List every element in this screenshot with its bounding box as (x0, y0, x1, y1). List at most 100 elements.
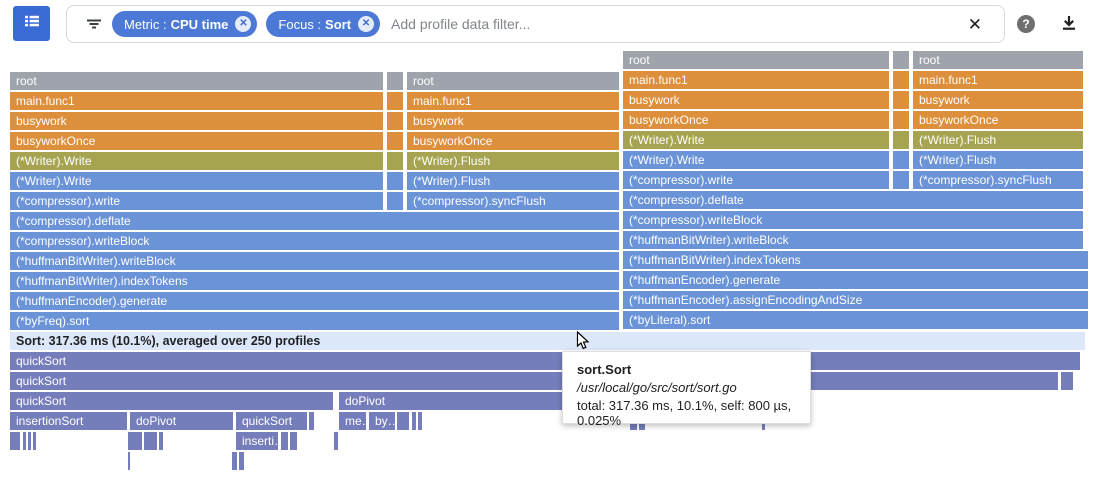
flame-cell[interactable]: insertionSort (10, 412, 127, 430)
flame-cell[interactable]: busyworkOnce (913, 111, 1083, 129)
view-list-icon (23, 12, 41, 35)
filter-chip-focus[interactable]: Focus : Sort ✕ (266, 11, 381, 37)
flame-cell[interactable] (128, 432, 142, 450)
flame-cell[interactable]: (*huffmanBitWriter).writeBlock (623, 231, 1083, 249)
chip-remove-icon[interactable]: ✕ (235, 16, 252, 32)
flame-cell[interactable] (412, 412, 416, 430)
flame-cell[interactable]: (*compressor).write (623, 171, 889, 189)
flame-cell[interactable]: doPivot (130, 412, 233, 430)
flame-cell[interactable]: (*Writer).Write (10, 172, 383, 190)
flame-cell[interactable] (144, 432, 157, 450)
flame-cell[interactable] (387, 192, 403, 210)
flame-cell[interactable] (159, 432, 163, 450)
flame-cell[interactable] (418, 412, 422, 430)
flame-cell[interactable] (893, 71, 909, 89)
flame-cell[interactable]: root (913, 51, 1083, 69)
flame-cell[interactable]: busywork (913, 91, 1083, 109)
flame-cell[interactable]: (*compressor).deflate (10, 212, 619, 230)
flame-cell[interactable]: (*compressor).syncFlush (407, 192, 619, 210)
flame-cell[interactable] (239, 452, 244, 470)
flame-cell[interactable]: quickSort (10, 392, 333, 410)
flame-cell[interactable] (893, 91, 909, 109)
flame-cell[interactable] (309, 412, 314, 430)
flame-cell[interactable]: (*huffmanBitWriter).indexTokens (623, 251, 1088, 269)
flame-cell[interactable] (387, 72, 403, 90)
flame-cell[interactable] (334, 432, 338, 450)
flame-cell[interactable]: root (10, 72, 383, 90)
flame-cell[interactable]: (*Writer).Flush (407, 172, 619, 190)
flame-cell[interactable]: (*Writer).Write (623, 151, 889, 169)
flame-cell[interactable]: (*byFreq).sort (10, 312, 619, 330)
flame-cell[interactable]: quickSort (10, 372, 1058, 390)
flame-cell[interactable]: by… (369, 412, 395, 430)
filter-chip-metric[interactable]: Metric : CPU time ✕ (112, 11, 258, 37)
flame-cell[interactable]: (*compressor).syncFlush (913, 171, 1083, 189)
flame-cell[interactable]: quickSort (236, 412, 307, 430)
clear-filters-icon[interactable]: ✕ (967, 14, 982, 34)
flame-cell[interactable] (397, 412, 409, 430)
flame-cell[interactable]: (*compressor).writeBlock (623, 211, 1083, 229)
flame-cell[interactable] (28, 432, 31, 450)
filter-input-placeholder[interactable]: Add profile data filter... (391, 16, 531, 32)
flame-cell[interactable]: (*huffmanEncoder).generate (623, 271, 1088, 289)
flame-cell[interactable]: (*Writer).Write (623, 131, 889, 149)
filter-bar[interactable]: Metric : CPU time ✕ Focus : Sort ✕ Add p… (66, 5, 1005, 43)
chip-value: Sort (325, 16, 352, 32)
flame-cell[interactable]: (*Writer).Flush (407, 152, 619, 170)
flame-cell[interactable] (128, 452, 130, 470)
flame-cell[interactable] (893, 151, 909, 169)
flame-cell[interactable] (290, 432, 297, 450)
flame-cell[interactable]: root (407, 72, 619, 90)
flame-cell[interactable]: (*compressor).deflate (623, 191, 1083, 209)
flame-cell[interactable]: main.func1 (913, 71, 1083, 89)
flame-cell[interactable]: main.func1 (407, 92, 619, 110)
flame-cell[interactable] (232, 452, 237, 470)
help-button[interactable]: ? (1017, 15, 1035, 33)
tooltip-stats: total: 317.36 ms, 10.1%, self: 800 µs, 0… (577, 398, 792, 428)
flame-cell[interactable]: busywork (623, 91, 889, 109)
flame-cell[interactable]: (*byLiteral).sort (623, 311, 1088, 329)
focus-row[interactable]: Sort: 317.36 ms (10.1%), averaged over 2… (10, 332, 1085, 350)
flame-cell[interactable] (893, 51, 909, 69)
view-list-button[interactable] (13, 6, 50, 41)
flame-cell[interactable] (387, 112, 403, 130)
flame-cell[interactable]: (*Writer).Write (10, 152, 383, 170)
flame-cell[interactable]: busywork (10, 112, 383, 130)
flame-cell[interactable] (281, 432, 288, 450)
flame-cell[interactable] (23, 432, 26, 450)
flame-cell[interactable]: root (623, 51, 889, 69)
flame-cell[interactable] (33, 432, 36, 450)
download-button[interactable] (1059, 13, 1079, 38)
flame-cell[interactable]: (*Writer).Flush (913, 151, 1083, 169)
flame-cell[interactable] (387, 152, 403, 170)
flame-cell[interactable]: (*huffmanEncoder).generate (10, 292, 619, 310)
flame-cell[interactable] (10, 432, 20, 450)
flame-cell[interactable]: quickSort (10, 352, 1080, 370)
flame-cell[interactable] (387, 92, 403, 110)
flame-cell[interactable]: busyworkOnce (407, 132, 619, 150)
flame-cell[interactable]: busywork (407, 112, 619, 130)
flame-cell[interactable]: inserti… (236, 432, 278, 450)
flame-cell[interactable] (893, 131, 909, 149)
flame-cell[interactable] (893, 171, 909, 189)
flame-cell[interactable]: (*huffmanEncoder).assignEncodingAndSize (623, 291, 1088, 309)
flame-cell[interactable]: busyworkOnce (10, 132, 383, 150)
flame-cell[interactable]: me… (339, 412, 366, 430)
flame-cell[interactable]: (*compressor).write (10, 192, 383, 210)
chip-remove-icon[interactable]: ✕ (358, 16, 375, 32)
flame-cell[interactable]: busyworkOnce (623, 111, 889, 129)
flame-cell[interactable]: (*huffmanBitWriter).indexTokens (10, 272, 619, 290)
flame-cell[interactable] (387, 132, 403, 150)
flame-cell[interactable]: (*compressor).writeBlock (10, 232, 619, 250)
flame-cell[interactable] (893, 111, 909, 129)
chip-value: CPU time (170, 16, 229, 32)
flame-cell[interactable]: main.func1 (623, 71, 889, 89)
flame-cell[interactable] (387, 172, 403, 190)
flame-cell[interactable] (1061, 372, 1073, 390)
flame-cell[interactable]: main.func1 (10, 92, 383, 110)
download-icon (1059, 16, 1079, 37)
flame-cell[interactable]: (*Writer).Flush (913, 131, 1083, 149)
filter-list-icon (85, 15, 103, 33)
flame-cell[interactable]: (*huffmanBitWriter).writeBlock (10, 252, 619, 270)
